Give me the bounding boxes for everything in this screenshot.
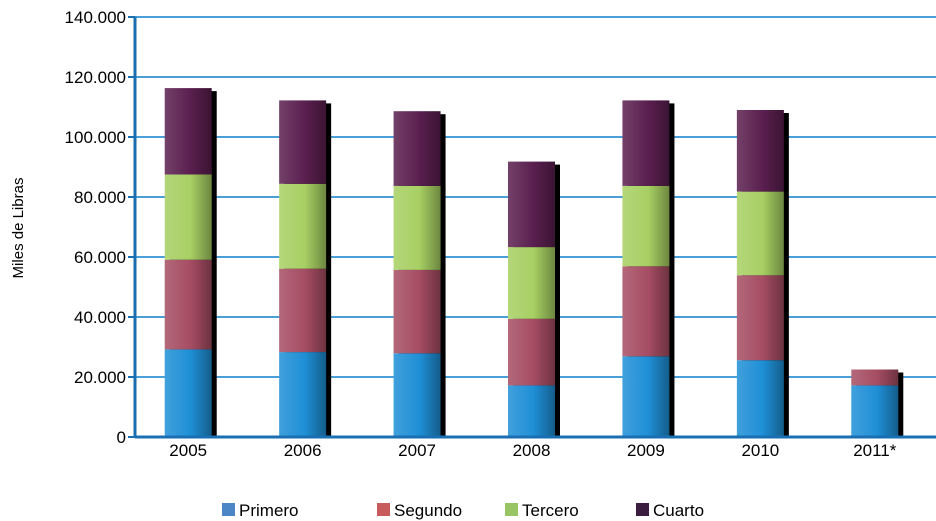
bars bbox=[164, 88, 904, 438]
x-tick-label: 2005 bbox=[169, 441, 207, 460]
legend-swatch-cuarto bbox=[636, 503, 649, 516]
bar-segment-segundo bbox=[851, 369, 899, 386]
legend-swatch-tercero bbox=[505, 503, 518, 516]
x-tick-label: 2011* bbox=[853, 441, 897, 460]
bar-segment-tercero bbox=[164, 174, 212, 260]
y-tick-label: 120.000 bbox=[65, 68, 126, 87]
bar-segment-segundo bbox=[736, 275, 784, 361]
y-tick-label: 80.000 bbox=[74, 188, 126, 207]
bar-segment-cuarto bbox=[393, 111, 441, 186]
bar-segment-segundo bbox=[164, 259, 212, 350]
bar-segment-primero bbox=[851, 385, 899, 437]
legend-swatch-segundo bbox=[377, 503, 390, 516]
bar-segment-segundo bbox=[279, 268, 327, 353]
bar-segment-tercero bbox=[279, 183, 327, 269]
bar-segment-cuarto bbox=[736, 110, 784, 192]
y-tick-label: 100.000 bbox=[65, 128, 126, 147]
y-tick-label: 140.000 bbox=[65, 8, 126, 27]
legend-swatch-primero bbox=[222, 503, 235, 516]
y-tick-label: 0 bbox=[117, 428, 126, 447]
bar-segment-cuarto bbox=[508, 161, 555, 248]
bar-segment-tercero bbox=[622, 185, 670, 267]
x-tick-label: 2006 bbox=[284, 441, 322, 460]
y-tick-label: 20.000 bbox=[74, 368, 126, 387]
legend-label-segundo: Segundo bbox=[394, 501, 462, 520]
x-tick-label: 2009 bbox=[627, 441, 665, 460]
bar-segment-segundo bbox=[393, 269, 441, 354]
bar-segment-primero bbox=[622, 356, 670, 437]
x-tick-label: 2007 bbox=[398, 441, 436, 460]
legend-label-primero: Primero bbox=[239, 501, 299, 520]
axes bbox=[128, 16, 936, 439]
bar-segment-segundo bbox=[622, 266, 670, 357]
bar-segment-tercero bbox=[736, 191, 784, 276]
y-tick-label: 60.000 bbox=[74, 248, 126, 267]
legend-label-tercero: Tercero bbox=[522, 501, 579, 520]
bar-segment-primero bbox=[393, 353, 441, 437]
bar-segment-primero bbox=[736, 360, 784, 437]
bar-segment-primero bbox=[508, 385, 555, 437]
bar-segment-tercero bbox=[393, 185, 441, 270]
bar-segment-cuarto bbox=[622, 100, 670, 186]
bar-segment-primero bbox=[164, 349, 212, 437]
bar-segment-tercero bbox=[508, 247, 555, 319]
legend-label-cuarto: Cuarto bbox=[653, 501, 704, 520]
x-tick-label: 2008 bbox=[513, 441, 551, 460]
x-tick-label: 2010 bbox=[741, 441, 779, 460]
tick-labels: 0 20.000 40.000 60.000 80.000 100.000 120.000 1… bbox=[65, 8, 897, 460]
bar-segment-segundo bbox=[508, 318, 555, 386]
y-tick-label: 40.000 bbox=[74, 308, 126, 327]
bar-segment-cuarto bbox=[279, 100, 327, 184]
y-axis-label: Miles de Libras bbox=[10, 178, 27, 279]
bar-segment-primero bbox=[279, 352, 327, 437]
legend: Primero Segundo Tercero Cuarto bbox=[222, 501, 704, 520]
bar-segment-cuarto bbox=[164, 88, 212, 175]
